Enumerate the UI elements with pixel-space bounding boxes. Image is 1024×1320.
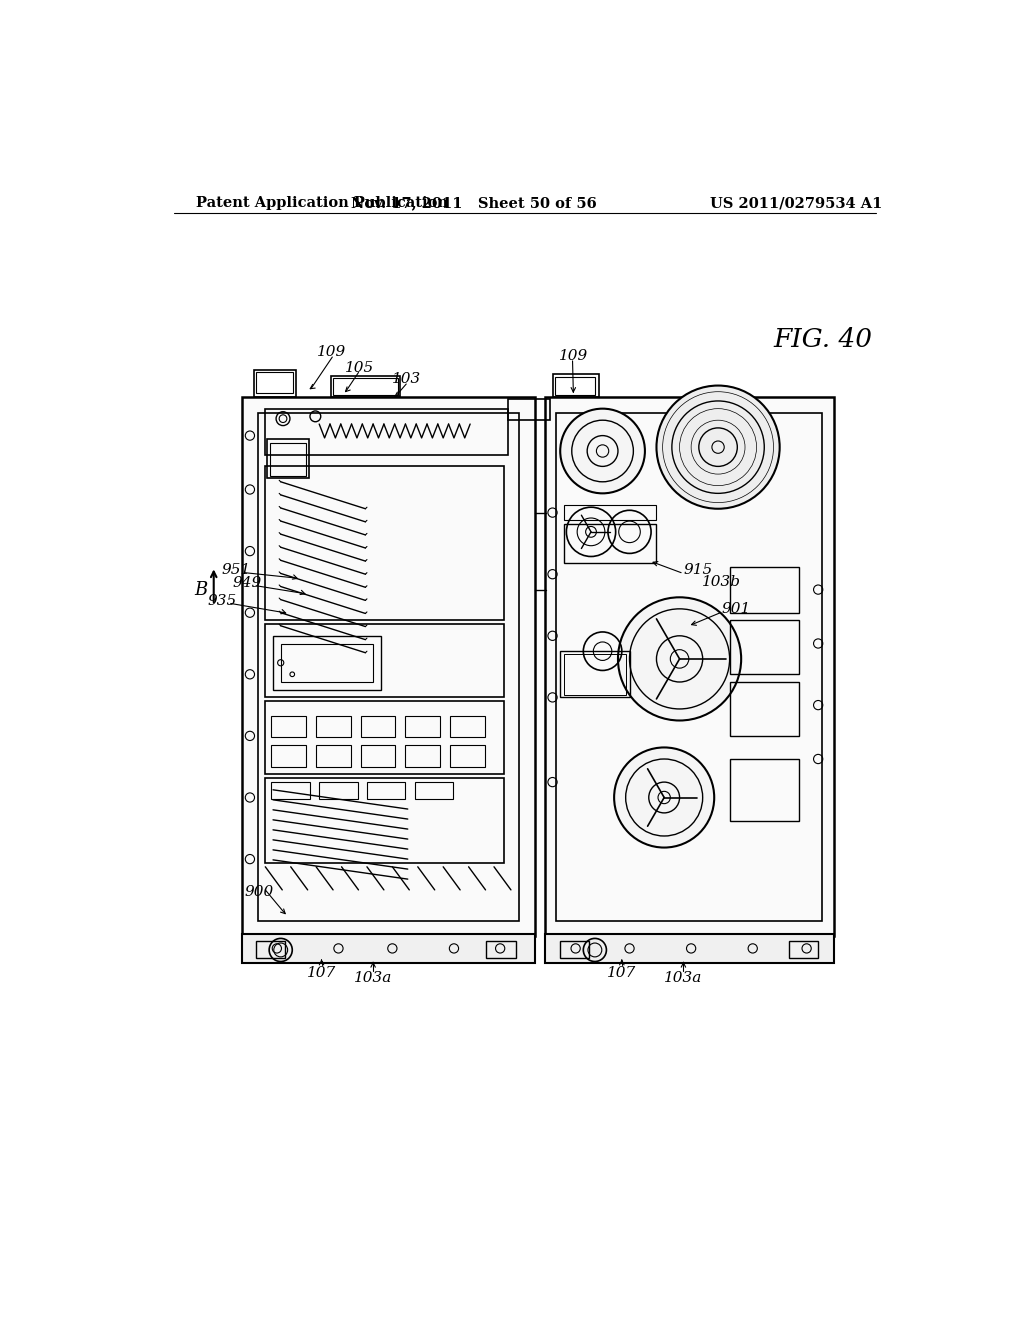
- Bar: [406, 715, 440, 738]
- Bar: [360, 715, 395, 738]
- Bar: [254, 370, 296, 397]
- Text: 103: 103: [392, 372, 422, 387]
- Bar: [258, 413, 519, 921]
- Bar: [256, 372, 293, 393]
- Bar: [243, 933, 535, 964]
- Bar: [406, 744, 440, 767]
- Circle shape: [614, 747, 714, 847]
- Bar: [271, 744, 306, 767]
- Bar: [564, 506, 656, 520]
- Bar: [553, 374, 599, 397]
- Bar: [545, 397, 834, 936]
- Bar: [564, 655, 626, 696]
- Bar: [486, 941, 515, 958]
- Bar: [564, 524, 656, 562]
- Text: 103a: 103a: [665, 972, 702, 986]
- Text: B: B: [195, 581, 208, 598]
- Text: Patent Application Publication: Patent Application Publication: [196, 197, 449, 210]
- Bar: [545, 933, 834, 964]
- Bar: [556, 413, 822, 921]
- Bar: [560, 651, 630, 697]
- Bar: [270, 442, 306, 475]
- Bar: [273, 636, 381, 689]
- Bar: [265, 624, 504, 697]
- Text: 109: 109: [316, 346, 346, 359]
- Bar: [265, 466, 504, 620]
- Bar: [451, 744, 484, 767]
- Circle shape: [560, 409, 645, 494]
- Text: 105: 105: [345, 360, 374, 375]
- Bar: [265, 701, 504, 775]
- Circle shape: [656, 385, 779, 508]
- Bar: [730, 620, 799, 675]
- Bar: [281, 644, 373, 682]
- Bar: [319, 781, 357, 799]
- Text: 900: 900: [245, 886, 273, 899]
- Circle shape: [617, 597, 741, 721]
- Bar: [265, 409, 508, 455]
- Bar: [271, 715, 306, 738]
- Text: 949: 949: [233, 577, 262, 590]
- Text: 901: 901: [722, 602, 752, 616]
- Bar: [730, 682, 799, 737]
- Text: Nov. 17, 2011   Sheet 50 of 56: Nov. 17, 2011 Sheet 50 of 56: [350, 197, 596, 210]
- Text: 951: 951: [221, 564, 251, 577]
- Text: 109: 109: [559, 350, 588, 363]
- Text: US 2011/0279534 A1: US 2011/0279534 A1: [710, 197, 883, 210]
- Bar: [243, 397, 535, 936]
- Bar: [360, 744, 395, 767]
- Bar: [555, 378, 595, 395]
- Text: 103b: 103b: [701, 576, 741, 589]
- Bar: [560, 941, 590, 958]
- Text: 915: 915: [683, 564, 713, 577]
- Bar: [333, 378, 397, 395]
- Bar: [415, 781, 454, 799]
- Bar: [331, 376, 400, 397]
- Bar: [256, 941, 286, 958]
- Bar: [316, 715, 351, 738]
- Bar: [508, 399, 550, 420]
- Bar: [265, 779, 504, 863]
- Text: FIG. 40: FIG. 40: [773, 327, 872, 352]
- Bar: [316, 744, 351, 767]
- Text: 107: 107: [607, 966, 637, 979]
- Bar: [730, 759, 799, 821]
- Text: 107: 107: [307, 966, 336, 979]
- Bar: [267, 440, 309, 478]
- Text: 935: 935: [208, 594, 237, 609]
- Bar: [730, 566, 799, 612]
- Bar: [271, 781, 310, 799]
- Text: 103a: 103a: [354, 972, 392, 986]
- Bar: [451, 715, 484, 738]
- Bar: [367, 781, 406, 799]
- Bar: [788, 941, 818, 958]
